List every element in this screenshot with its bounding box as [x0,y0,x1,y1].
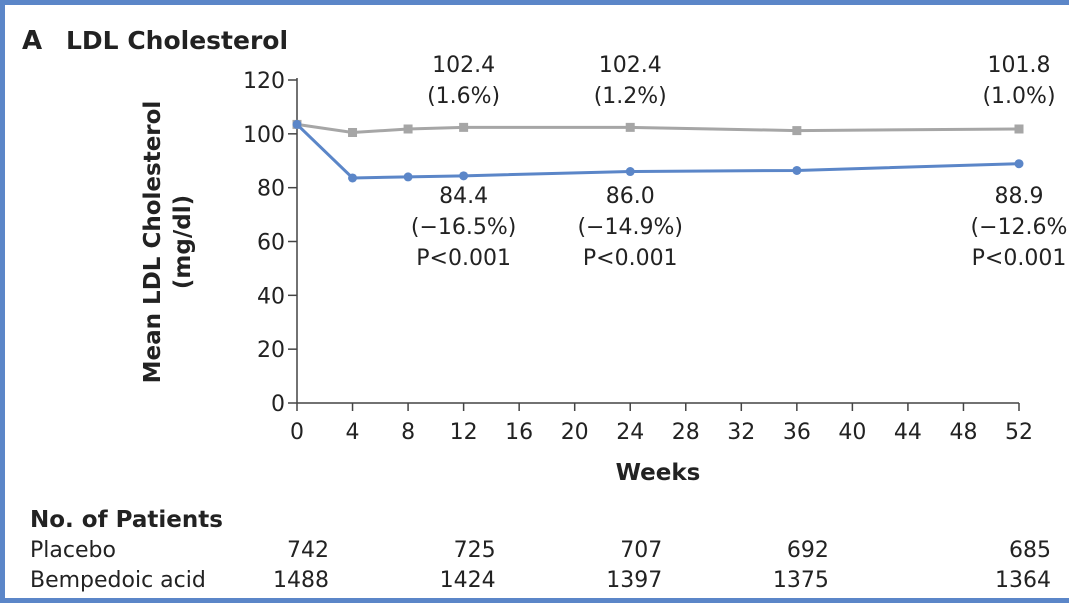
x-axis-title: Weeks [616,460,701,486]
bempedoic-point [1014,159,1024,169]
bempedoic-annotation: (−16.5%) [411,215,517,240]
y-axis-title: Mean LDL Cholesterol (mg/dl) [140,101,196,384]
y-tick-label: 40 [257,284,285,309]
x-tick-label: 20 [561,420,589,445]
patients-count: 1364 [995,568,1051,593]
x-tick-label: 24 [616,420,644,445]
patients-count: 742 [287,538,329,563]
patients-heading: No. of Patients [30,507,223,533]
y-tick-label: 120 [243,69,285,94]
x-tick-label: 48 [949,420,977,445]
patients-count: 1424 [440,568,496,593]
x-tick-label: 4 [346,420,360,445]
bempedoic-point [403,172,413,182]
bempedoic-annotation: P<0.001 [972,246,1067,271]
patients-count: 1397 [606,568,662,593]
placebo-annotation: (1.6%) [427,84,500,109]
x-tick-label: 0 [290,420,304,445]
chart-marks [292,119,1024,183]
x-tick-label: 36 [783,420,811,445]
patients-table: No. of Patients Placebo 742 725 707 692 685 Bem… [30,507,1051,593]
placebo-point [403,124,413,134]
chart-title: LDL Cholesterol [66,26,288,55]
placebo-point [348,127,358,137]
y-tick-label: 80 [257,177,285,202]
x-tick-label: 16 [505,420,533,445]
placebo-point [1014,124,1024,134]
patients-count: 725 [454,538,496,563]
bempedoic-point [292,119,302,129]
x-tick-label: 12 [450,420,478,445]
y-tick-label: 20 [257,338,285,363]
x-tick-label: 52 [1005,420,1033,445]
bempedoic-annotation: 86.0 [606,184,655,209]
patients-count: 1488 [273,568,329,593]
panel-label: A [22,26,42,56]
bempedoic-point [625,167,635,177]
placebo-annotation: 102.4 [432,53,495,78]
patients-count: 1375 [773,568,829,593]
placebo-point [459,122,469,132]
patients-row-label: Bempedoic acid [30,568,206,593]
x-tick-label: 8 [401,420,415,445]
bempedoic-point [792,165,802,175]
bempedoic-point [348,173,358,183]
y-tick-label: 100 [243,123,285,148]
x-tick-label: 28 [672,420,700,445]
patients-count: 707 [620,538,662,563]
x-tick-label: 40 [838,420,866,445]
patients-count: 685 [1009,538,1051,563]
placebo-annotation: (1.0%) [982,84,1055,109]
bempedoic-annotation: 88.9 [995,184,1044,209]
x-tick-label: 32 [727,420,755,445]
placebo-point [792,126,802,136]
placebo-point [625,122,635,132]
placebo-annotation: 102.4 [599,53,662,78]
placebo-annotation: (1.2%) [594,84,667,109]
bempedoic-annotation: (−12.6% [971,215,1068,240]
bempedoic-annotation: P<0.001 [416,246,511,271]
x-tick-label: 44 [894,420,922,445]
bempedoic-point [459,171,469,181]
annotations: 102.4 (1.6%) 102.4 (1.2%) 101.8 (1.0%) 84.4 (−1… [411,53,1068,271]
bempedoic-annotation: P<0.001 [583,246,678,271]
placebo-annotation: 101.8 [988,53,1051,78]
y-tick-label: 60 [257,231,285,256]
bempedoic-annotation: (−14.9%) [577,215,683,240]
y-tick-label: 0 [271,392,285,417]
patients-count: 692 [787,538,829,563]
patients-row-label: Placebo [30,538,116,563]
bempedoic-annotation: 84.4 [439,184,488,209]
